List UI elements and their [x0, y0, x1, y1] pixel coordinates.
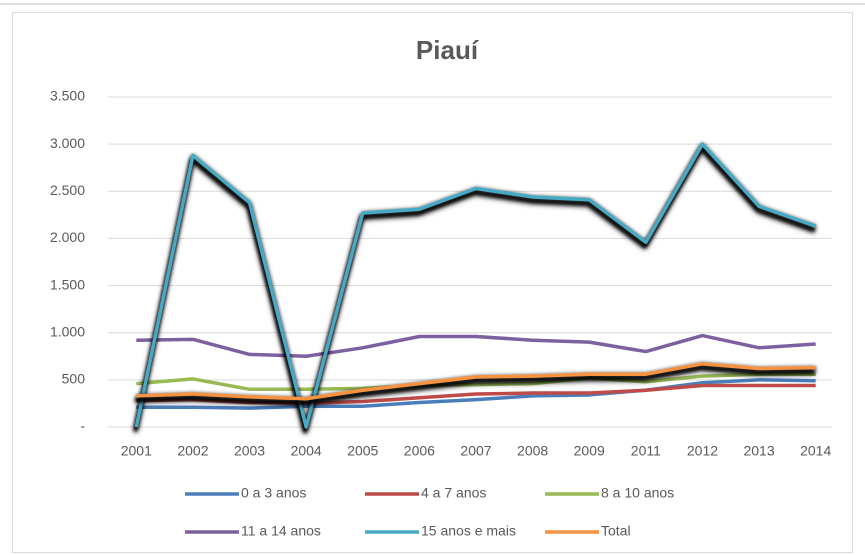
chart-frame: [12, 12, 853, 553]
y-tick-label: 1.000: [50, 323, 85, 339]
x-tick-label: 2014: [800, 443, 831, 459]
y-tick-label: -: [80, 418, 85, 434]
legend-label: 8 a 10 anos: [601, 485, 674, 501]
x-tick-label: 2013: [743, 443, 774, 459]
line-series: [136, 333, 816, 359]
legend-label: 11 a 14 anos: [241, 523, 321, 539]
line-series: [134, 142, 817, 429]
x-tick-label: 2003: [234, 443, 265, 459]
line-series: [136, 362, 816, 401]
x-tick-label: 2006: [404, 443, 435, 459]
x-tick-label: 2012: [687, 443, 718, 459]
y-tick-label: 3.000: [50, 135, 85, 151]
legend-label: 0 a 3 anos: [241, 485, 306, 501]
y-tick-label: 2.000: [50, 229, 85, 245]
x-tick-label: 2001: [121, 443, 152, 459]
x-tick-label: 2007: [460, 443, 491, 459]
x-tick-label: 2005: [347, 443, 378, 459]
y-tick-label: 500: [62, 371, 86, 387]
x-tick-label: 2004: [291, 443, 322, 459]
x-tick-label: 2011: [631, 443, 661, 459]
legend-label: Total: [601, 523, 631, 539]
legend-label: 15 anos e mais: [421, 523, 516, 539]
chart-title: Piauí: [416, 35, 479, 65]
y-tick-label: 1.500: [50, 276, 85, 292]
line-series: [136, 383, 816, 406]
x-tick-label: 2002: [177, 443, 208, 459]
line-series: [136, 372, 816, 392]
y-tick-label: 2.500: [50, 182, 85, 198]
x-tick-label: 2008: [517, 443, 548, 459]
x-tick-label: 2009: [574, 443, 605, 459]
y-tick-label: 3.500: [50, 88, 85, 104]
legend-label: 4 a 7 anos: [421, 485, 486, 501]
line-series: [136, 378, 816, 410]
